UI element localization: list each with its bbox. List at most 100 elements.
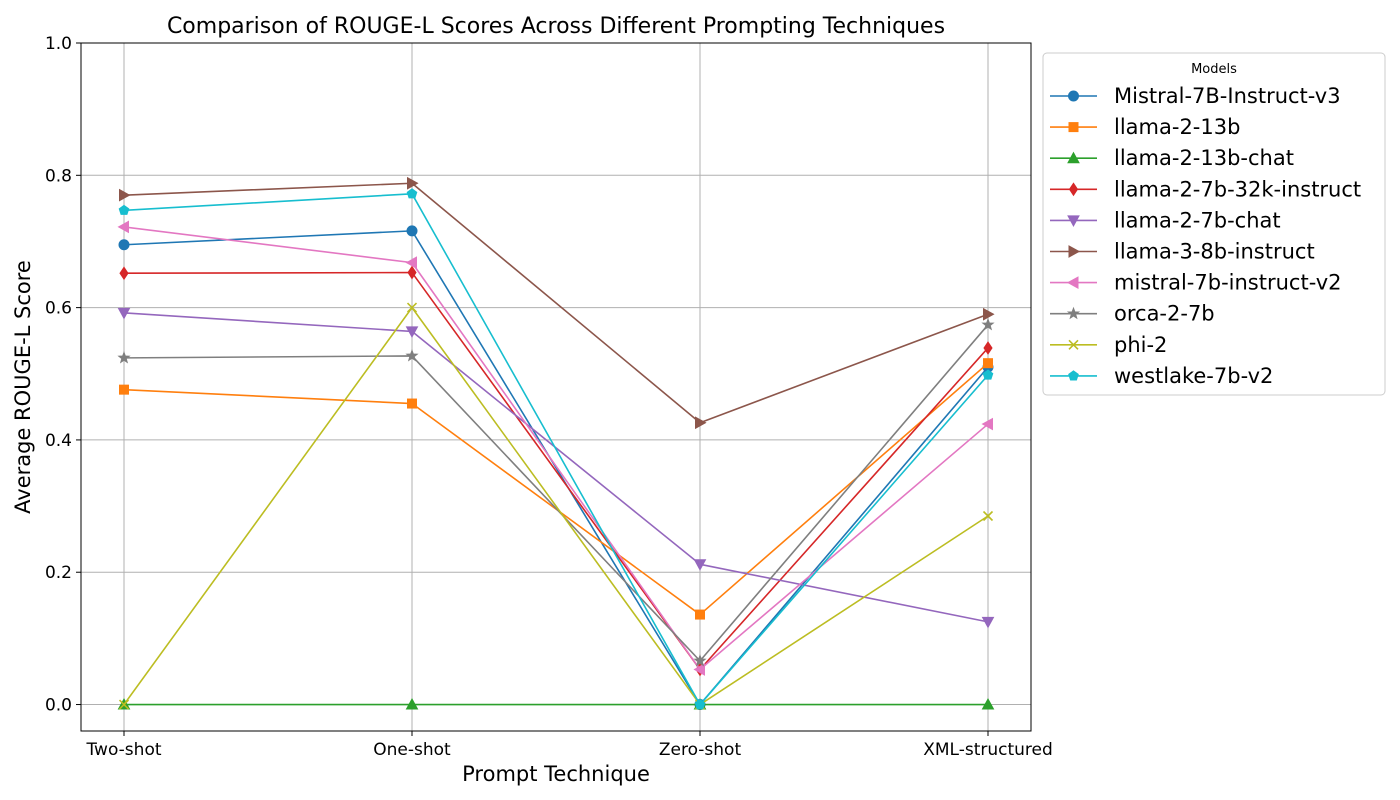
series-llama-2-13b-chat <box>117 698 995 710</box>
data-point-llama-2-13b <box>407 398 417 409</box>
data-point-llama-2-7b-chat <box>693 559 707 571</box>
data-point-westlake-7b-v2 <box>694 698 706 710</box>
data-point-llama-2-7b-32k-instruct <box>119 266 129 281</box>
data-point-llama-2-13b <box>983 358 993 369</box>
series-phi-2 <box>118 302 994 710</box>
series-line-mistral-7b-instruct-v2 <box>123 226 989 671</box>
legend-label-mistral-7b-instruct-v3: Mistral-7B-Instruct-v3 <box>1114 84 1341 108</box>
series-line-mistral-7b-instruct-v3 <box>123 230 989 706</box>
legend-label-westlake-7b-v2: westlake-7b-v2 <box>1114 364 1273 388</box>
legend-item-llama-3-8b-instruct: llama-3-8b-instruct <box>1050 240 1315 264</box>
series-line-westlake-7b-v2 <box>123 193 989 706</box>
legend-title: Models <box>1191 62 1237 77</box>
series-mistral-7b-instruct-v2 <box>117 220 993 676</box>
data-point-phi-2 <box>118 699 130 710</box>
legend-item-llama-2-13b-chat: llama-2-13b-chat <box>1050 146 1294 170</box>
series-lines <box>117 176 995 711</box>
data-point-orca-2-7b <box>117 350 131 364</box>
series-line-orca-2-7b <box>123 324 989 662</box>
series-orca-2-7b <box>117 317 995 667</box>
grid-lines <box>81 42 1031 731</box>
data-point-phi-2 <box>982 510 994 522</box>
legend-frame <box>1042 52 1386 396</box>
data-point-mistral-7b-instruct-v2 <box>693 663 705 676</box>
legend-marker-llama-3-8b-instruct <box>1068 245 1081 258</box>
series-westlake-7b-v2 <box>118 188 994 710</box>
x-tick-label: Zero-shot <box>659 740 742 760</box>
series-line-llama-2-13b <box>123 362 989 616</box>
data-point-llama-3-8b-instruct <box>695 416 707 430</box>
legend-label-phi-2: phi-2 <box>1114 333 1167 357</box>
legend-item-mistral-7b-instruct-v2: mistral-7b-instruct-v2 <box>1050 271 1342 295</box>
data-point-orca-2-7b <box>405 348 419 362</box>
series-llama-3-8b-instruct <box>119 176 995 430</box>
legend-marker-westlake-7b-v2 <box>1068 370 1079 381</box>
series-line-phi-2 <box>123 306 989 706</box>
legend-label-mistral-7b-instruct-v2: mistral-7b-instruct-v2 <box>1114 271 1342 295</box>
data-point-orca-2-7b <box>693 653 707 667</box>
data-point-orca-2-7b <box>981 317 995 331</box>
series-line-llama-2-7b-32k-instruct <box>123 271 989 671</box>
legend-item-westlake-7b-v2: westlake-7b-v2 <box>1050 364 1273 388</box>
x-axis-ticks: Two-shot One-shot Zero-shot XML-structured <box>85 731 1053 760</box>
data-point-llama-2-7b-chat <box>981 616 995 629</box>
y-tick-label: 0.2 <box>45 563 72 583</box>
data-point-llama-2-7b-chat <box>405 326 419 338</box>
data-point-mistral-7b-instruct-v3 <box>118 239 130 251</box>
x-tick-label: Two-shot <box>85 740 161 760</box>
legend-marker-mistral-7b-instruct-v3 <box>1068 90 1079 102</box>
legend-item-llama-2-7b-chat: llama-2-7b-chat <box>1050 208 1281 232</box>
y-tick-label: 0.6 <box>45 299 72 319</box>
series-line-llama-3-8b-instruct <box>123 182 989 424</box>
legend-label-llama-2-13b: llama-2-13b <box>1114 115 1240 139</box>
y-tick-label: 0.8 <box>45 166 72 186</box>
legend-label-orca-2-7b: orca-2-7b <box>1114 302 1215 326</box>
series-mistral-7b-instruct-v3 <box>118 225 994 711</box>
legend-label-llama-2-13b-chat: llama-2-13b-chat <box>1114 146 1294 170</box>
x-tick-label: XML-structured <box>923 740 1053 760</box>
data-point-westlake-7b-v2 <box>406 188 418 199</box>
data-point-westlake-7b-v2 <box>118 204 130 215</box>
chart-title: Comparison of ROUGE-L Scores Across Diff… <box>167 14 945 39</box>
x-tick-label: One-shot <box>373 740 451 760</box>
legend-item-phi-2: phi-2 <box>1050 333 1167 357</box>
data-point-llama-2-13b <box>119 384 129 395</box>
y-axis-label: Average ROUGE-L Score <box>11 260 35 514</box>
data-point-llama-2-13b-chat <box>405 698 419 710</box>
data-point-westlake-7b-v2 <box>982 369 994 380</box>
legend-item-llama-2-13b: llama-2-13b <box>1050 115 1240 139</box>
legend-label-llama-3-8b-instruct: llama-3-8b-instruct <box>1114 240 1315 264</box>
data-point-llama-3-8b-instruct <box>119 188 131 202</box>
x-axis-label: Prompt Technique <box>462 762 650 786</box>
legend: Models Mistral-7B-Instruct-v3 llama-2-13b… <box>1042 52 1386 396</box>
data-point-mistral-7b-instruct-v2 <box>405 256 417 269</box>
legend-marker-llama-2-13b-chat <box>1067 151 1080 164</box>
data-point-llama-2-13b-chat <box>981 698 995 710</box>
legend-marker-orca-2-7b <box>1066 306 1081 320</box>
y-tick-label: 0.4 <box>45 431 72 451</box>
y-axis-ticks: 0.0 0.2 0.4 0.6 0.8 1.0 <box>45 34 81 716</box>
data-point-phi-2 <box>406 302 418 313</box>
data-point-llama-2-7b-chat <box>117 307 131 320</box>
data-point-mistral-7b-instruct-v2 <box>981 417 993 431</box>
legend-item-llama-2-7b-32k-instruct: llama-2-7b-32k-instruct <box>1050 177 1361 201</box>
legend-marker-phi-2 <box>1068 339 1079 350</box>
data-point-llama-2-7b-32k-instruct <box>983 341 993 355</box>
legend-item-orca-2-7b: orca-2-7b <box>1050 302 1215 326</box>
legend-item-mistral-7b-instruct-v3: Mistral-7B-Instruct-v3 <box>1050 84 1341 108</box>
plot-frame <box>80 42 1032 732</box>
data-point-llama-3-8b-instruct <box>407 176 419 190</box>
legend-label-llama-2-7b-32k-instruct: llama-2-7b-32k-instruct <box>1114 177 1361 201</box>
data-point-llama-2-7b-32k-instruct <box>407 265 417 280</box>
legend-marker-llama-2-7b-32k-instruct <box>1068 182 1079 197</box>
legend-marker-mistral-7b-instruct-v2 <box>1066 276 1079 289</box>
legend-items: Mistral-7B-Instruct-v3 llama-2-13b llama-2… <box>1050 84 1361 388</box>
y-tick-label: 0.0 <box>45 696 72 716</box>
data-point-mistral-7b-instruct-v2 <box>117 220 129 234</box>
data-point-llama-3-8b-instruct <box>983 307 995 321</box>
data-point-mistral-7b-instruct-v3 <box>406 225 418 237</box>
data-point-llama-2-13b <box>695 609 705 620</box>
series-llama-2-7b-32k-instruct <box>119 265 993 677</box>
legend-label-llama-2-7b-chat: llama-2-7b-chat <box>1114 208 1281 232</box>
